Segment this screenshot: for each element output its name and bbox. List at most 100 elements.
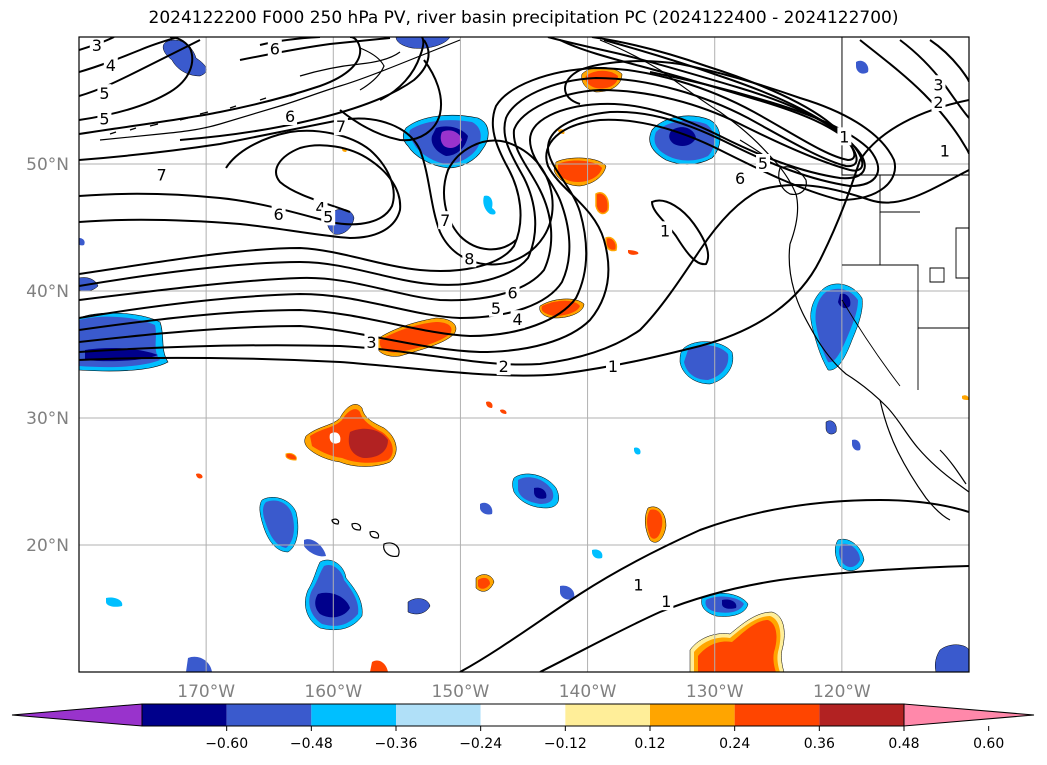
precip-blob [634,447,641,455]
contour-label: 1 [633,576,643,595]
precip-blob [285,453,297,461]
lat-tick-label: 50°N [26,155,69,175]
contour-label-bg [267,39,282,58]
contour-label: 2 [933,93,943,112]
colorbar-tick-label: −0.60 [205,736,248,752]
contour-label: 5 [758,154,768,173]
precip-blob [500,409,507,414]
lat-tick-label: 30°N [26,409,69,429]
precip-blob [106,597,123,607]
precip-blob [825,420,837,435]
precip-blob [304,539,326,557]
contour-label-bg [462,249,477,268]
contour-label-bg [631,575,646,594]
lat-tick-label: 40°N [26,282,69,302]
axis-tick-labels: 20°N 30°N 40°N 50°N 170°W 160°W 150°W 140°W 130°… [26,155,871,702]
contour-label: 4 [513,310,523,329]
contour-label: 3 [92,36,102,55]
contour-label-bg [321,207,336,226]
colorbar-extend-high [903,703,1035,727]
colorbar-swatch [142,704,227,726]
contour-label-bg [97,109,112,128]
precip-blob [839,543,860,568]
contour-label: 8 [464,249,474,268]
lon-tick-label: 150°W [432,682,490,702]
precip-blob [534,487,547,499]
contour-label-bg [496,357,511,376]
precip-blob [722,599,737,609]
colorbar-tick-label: −0.36 [375,736,418,752]
contour-label-bg [271,204,286,223]
contour-label: 6 [270,40,280,59]
contour-label: 7 [157,165,167,184]
contour-label: 1 [661,592,671,611]
colorbar-tick-label: −0.48 [290,736,333,752]
precip-blob [934,644,969,672]
contour-label-bg [89,35,104,54]
page-title: 2024122200 F000 250 hPa PV, river basin … [148,8,899,28]
precip-blob [560,585,575,600]
colorbar-tick-label: 0.60 [973,736,1004,752]
precip-blob [196,473,203,479]
precip-blob [684,345,729,380]
precip-blob [379,322,452,353]
contour-label: 1 [839,127,849,146]
precip-blob [647,509,663,539]
contour-label: 2 [499,357,509,376]
contour-label-bg [505,283,520,302]
precip-blob [483,195,496,215]
colorbar-extend-low [11,703,143,727]
precip-blob [852,439,861,451]
contour-label: 7 [440,211,450,230]
colorbar-swatch [226,704,312,726]
precip-blob [838,293,851,309]
colorbar-swatch [650,704,735,726]
precip-blob [263,500,294,548]
colorbar-swatch [311,704,396,726]
contour-label: 5 [323,207,333,226]
lat-tick-label: 20°N [26,536,69,556]
colorbar-tick-label: 0.36 [804,736,835,752]
contour-label: 6 [507,284,517,303]
contour-label: 4 [315,198,325,217]
contour-label-bg [733,169,748,188]
precip-blob [79,238,85,246]
contour-label-bg [438,211,453,230]
contour-label: 5 [99,84,109,103]
precip-blob [628,250,639,255]
contour-label-bg [97,84,112,103]
contour-label-bg [333,117,348,136]
precip-blob [698,620,777,672]
contour-label: 6 [735,169,745,188]
contour-label-bg [931,93,946,112]
lon-tick-label: 170°W [177,682,235,702]
contour-label: 7 [336,117,346,136]
contour-label: 1 [660,221,670,240]
colorbar-swatch [565,704,650,726]
precip-blob [486,401,493,408]
contour-label: 6 [274,205,284,224]
colorbar-tick-label: −0.24 [459,736,502,752]
contour-label: 1 [940,141,950,160]
precip-blob [162,39,207,77]
precip-blob [480,502,493,515]
contour-label-bg [756,154,771,172]
lon-tick-label: 130°W [686,682,744,702]
colorbar-outline [141,703,905,727]
contour-label-bg [931,75,946,94]
lon-tick-label: 120°W [813,682,871,702]
contour-label: 4 [106,56,116,75]
lon-tick-label: 160°W [304,682,362,702]
colorbar-swatch [480,704,566,726]
contour-label: 3 [366,333,376,352]
contour-label-bg [283,107,298,126]
precip-blob [329,432,341,444]
precip-blob [558,160,602,182]
precip-blob [595,192,610,215]
contour-label-bg [489,298,504,317]
contour-label-bg [937,141,952,160]
precip-blob [186,656,212,672]
precipitation-anomaly-shading [79,37,969,672]
colorbar-tick-label: 0.48 [888,736,919,752]
